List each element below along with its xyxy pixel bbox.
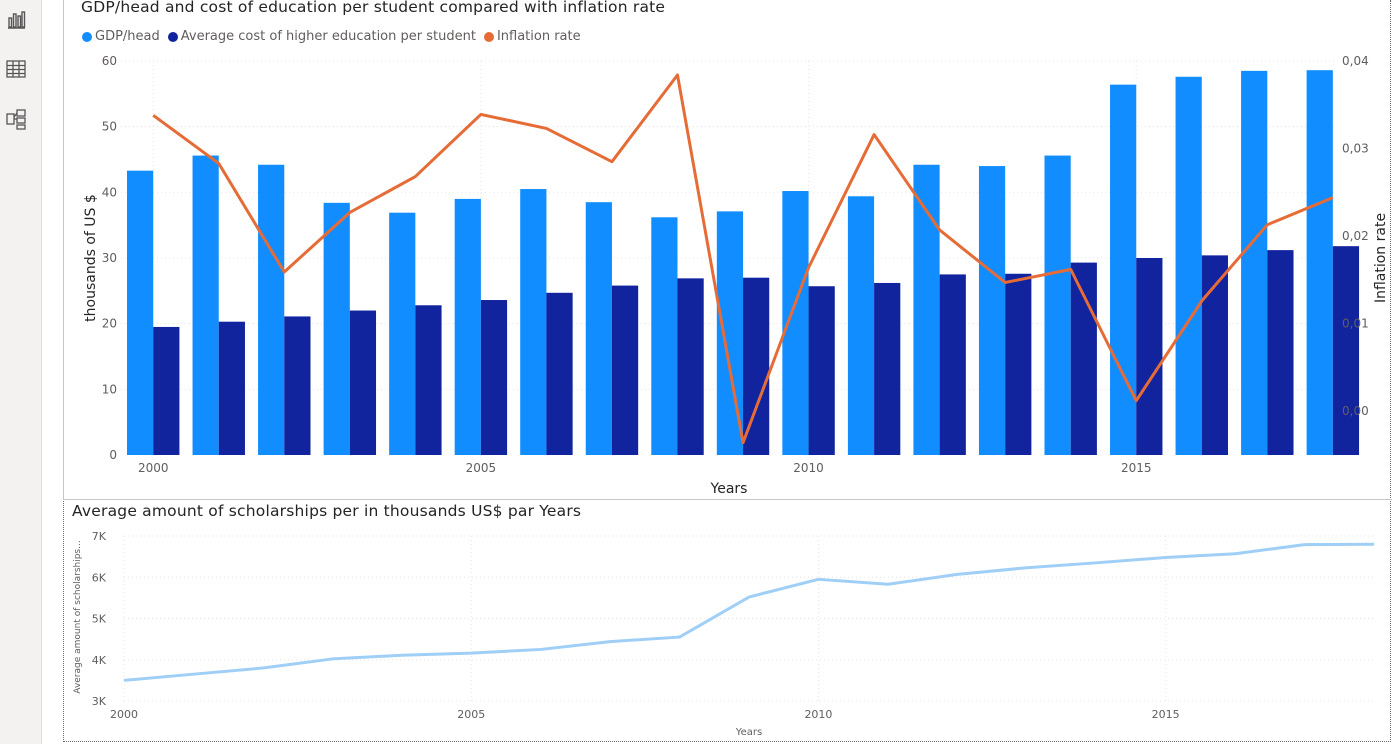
bar-education [1136, 258, 1163, 455]
bar-education [153, 326, 180, 455]
bar-gdp [1044, 155, 1071, 455]
legend-item-inflation[interactable]: Inflation rate [483, 29, 581, 44]
bar-education [808, 286, 835, 455]
bar-gdp [192, 155, 219, 455]
bar-education [939, 274, 966, 455]
bar-gdp [651, 217, 678, 455]
y-tick-label: 30 [102, 251, 117, 265]
bar-education [349, 310, 377, 455]
bar-education [874, 282, 901, 455]
bar-education [284, 316, 311, 455]
y2-tick-label: 0,00 [1342, 404, 1369, 418]
model-view-icon[interactable] [5, 108, 27, 130]
y-tick-label: 50 [102, 120, 117, 134]
bar-education [611, 285, 639, 455]
bar-education [1201, 255, 1228, 455]
bar-gdp [1110, 84, 1137, 455]
y2-tick-label: 0,04 [1342, 54, 1369, 68]
bar-gdp [1175, 76, 1202, 455]
bar-education [1005, 273, 1032, 455]
y-tick-label: 10 [102, 382, 117, 396]
x-tick-label: 2015 [1121, 461, 1152, 475]
bar-gdp [520, 189, 547, 456]
legend-label-inflation: Inflation rate [496, 29, 581, 44]
legend-dot-education [167, 31, 178, 42]
line-chart-visual[interactable] [63, 501, 1392, 742]
legend-label-gdp: GDP/head [95, 29, 160, 44]
y2-tick-label: 0,01 [1342, 317, 1369, 331]
y2-axis-title: Inflation rate [1373, 213, 1389, 303]
combo-chart-svg: 0 10 20 30 40 50 60 0,00 0,01 0,02 0,03 0,04 2000 200… [83, 54, 1389, 497]
bar-gdp [847, 196, 875, 456]
bar-gdp [258, 164, 285, 455]
bar-gdp [1241, 70, 1268, 455]
chart1-legend: GDP/head Average cost of higher educatio… [82, 29, 581, 44]
data-view-icon[interactable] [5, 58, 27, 80]
bar-education [1267, 250, 1294, 455]
y-tick-label: 0 [109, 448, 117, 462]
y-axis-title: thousands of US $ [83, 194, 99, 322]
report-view-icon[interactable] [5, 8, 27, 30]
bar-gdp [127, 170, 154, 455]
bar-education [546, 292, 573, 455]
bar-gdp [585, 202, 612, 455]
bar-gdp [389, 212, 416, 455]
bar-education [415, 305, 442, 455]
bar-education [1070, 262, 1097, 455]
legend-dot-gdp [82, 31, 92, 42]
bar-education [1332, 246, 1360, 455]
chart2-title: Average amount of scholarships per in th… [72, 502, 582, 520]
legend-item-gdp[interactable]: GDP/head [82, 29, 160, 44]
x-tick-label: 2010 [793, 461, 824, 475]
bar-education [743, 277, 770, 455]
legend-dot-inflation [483, 31, 494, 42]
x-tick-label: 2005 [466, 461, 497, 475]
chart1-title: GDP/head and cost of education per stude… [81, 0, 666, 16]
x-axis-title: Years [710, 481, 748, 497]
bar-education [480, 300, 508, 455]
x-tick-label: 2000 [138, 461, 169, 475]
y-tick-label: 60 [102, 54, 117, 68]
legend-item-education[interactable]: Average cost of higher education per stu… [167, 29, 476, 44]
bar-gdp [978, 166, 1006, 456]
y2-tick-label: 0,02 [1342, 229, 1369, 243]
y2-tick-label: 0,03 [1342, 142, 1369, 156]
bar-gdp [323, 202, 350, 455]
bar-gdp [454, 198, 481, 455]
y-tick-label: 20 [102, 317, 117, 331]
bar-education [677, 278, 704, 455]
inflation-line [152, 73, 1334, 445]
bar-education [218, 321, 245, 455]
legend-label-education: Average cost of higher education per stu… [180, 29, 476, 44]
combo-chart-visual[interactable] [63, 0, 1392, 500]
sidebar [0, 0, 42, 744]
y-tick-label: 40 [102, 185, 117, 199]
bar-gdp [1306, 70, 1333, 456]
